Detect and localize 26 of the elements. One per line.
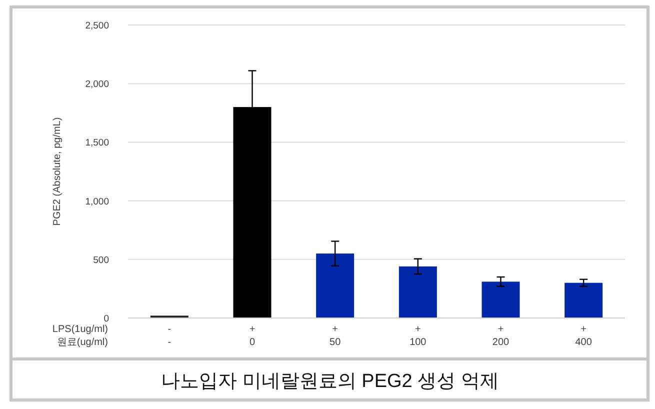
text: 원료(ug/ml)	[56, 337, 108, 348]
text: +	[580, 324, 587, 335]
bar	[398, 266, 437, 318]
x-tick-label: 100	[410, 337, 427, 348]
x-tick-label: 400	[575, 337, 592, 348]
y-tick-label: 1,000	[85, 196, 109, 208]
y-tick-label: 2,000	[85, 79, 109, 90]
x-tick-label: -	[168, 337, 172, 348]
bar	[482, 282, 520, 318]
text: +	[414, 324, 421, 335]
text: +	[332, 324, 338, 335]
bar	[316, 254, 354, 318]
y-tick-label: 0	[104, 314, 109, 324]
text: -	[168, 324, 172, 335]
x-tick-label: 200	[492, 337, 510, 348]
y-tick-label: 500	[93, 254, 109, 266]
x-tick-label: 0	[249, 337, 256, 348]
text: LPS(1ug/ml)	[52, 324, 108, 335]
text: +	[249, 324, 256, 335]
text: 나노입자 미네랄원료의 PEG2 생성 억제	[161, 371, 499, 392]
x-tick-label: 50	[330, 337, 342, 348]
y-axis-title: PGE2 (Absolute, pg/mL)	[52, 117, 63, 226]
text: +	[498, 324, 504, 335]
y-tick-label: 1,500	[85, 138, 109, 149]
y-tick-label: 2,500	[85, 20, 109, 32]
bar	[564, 282, 603, 318]
